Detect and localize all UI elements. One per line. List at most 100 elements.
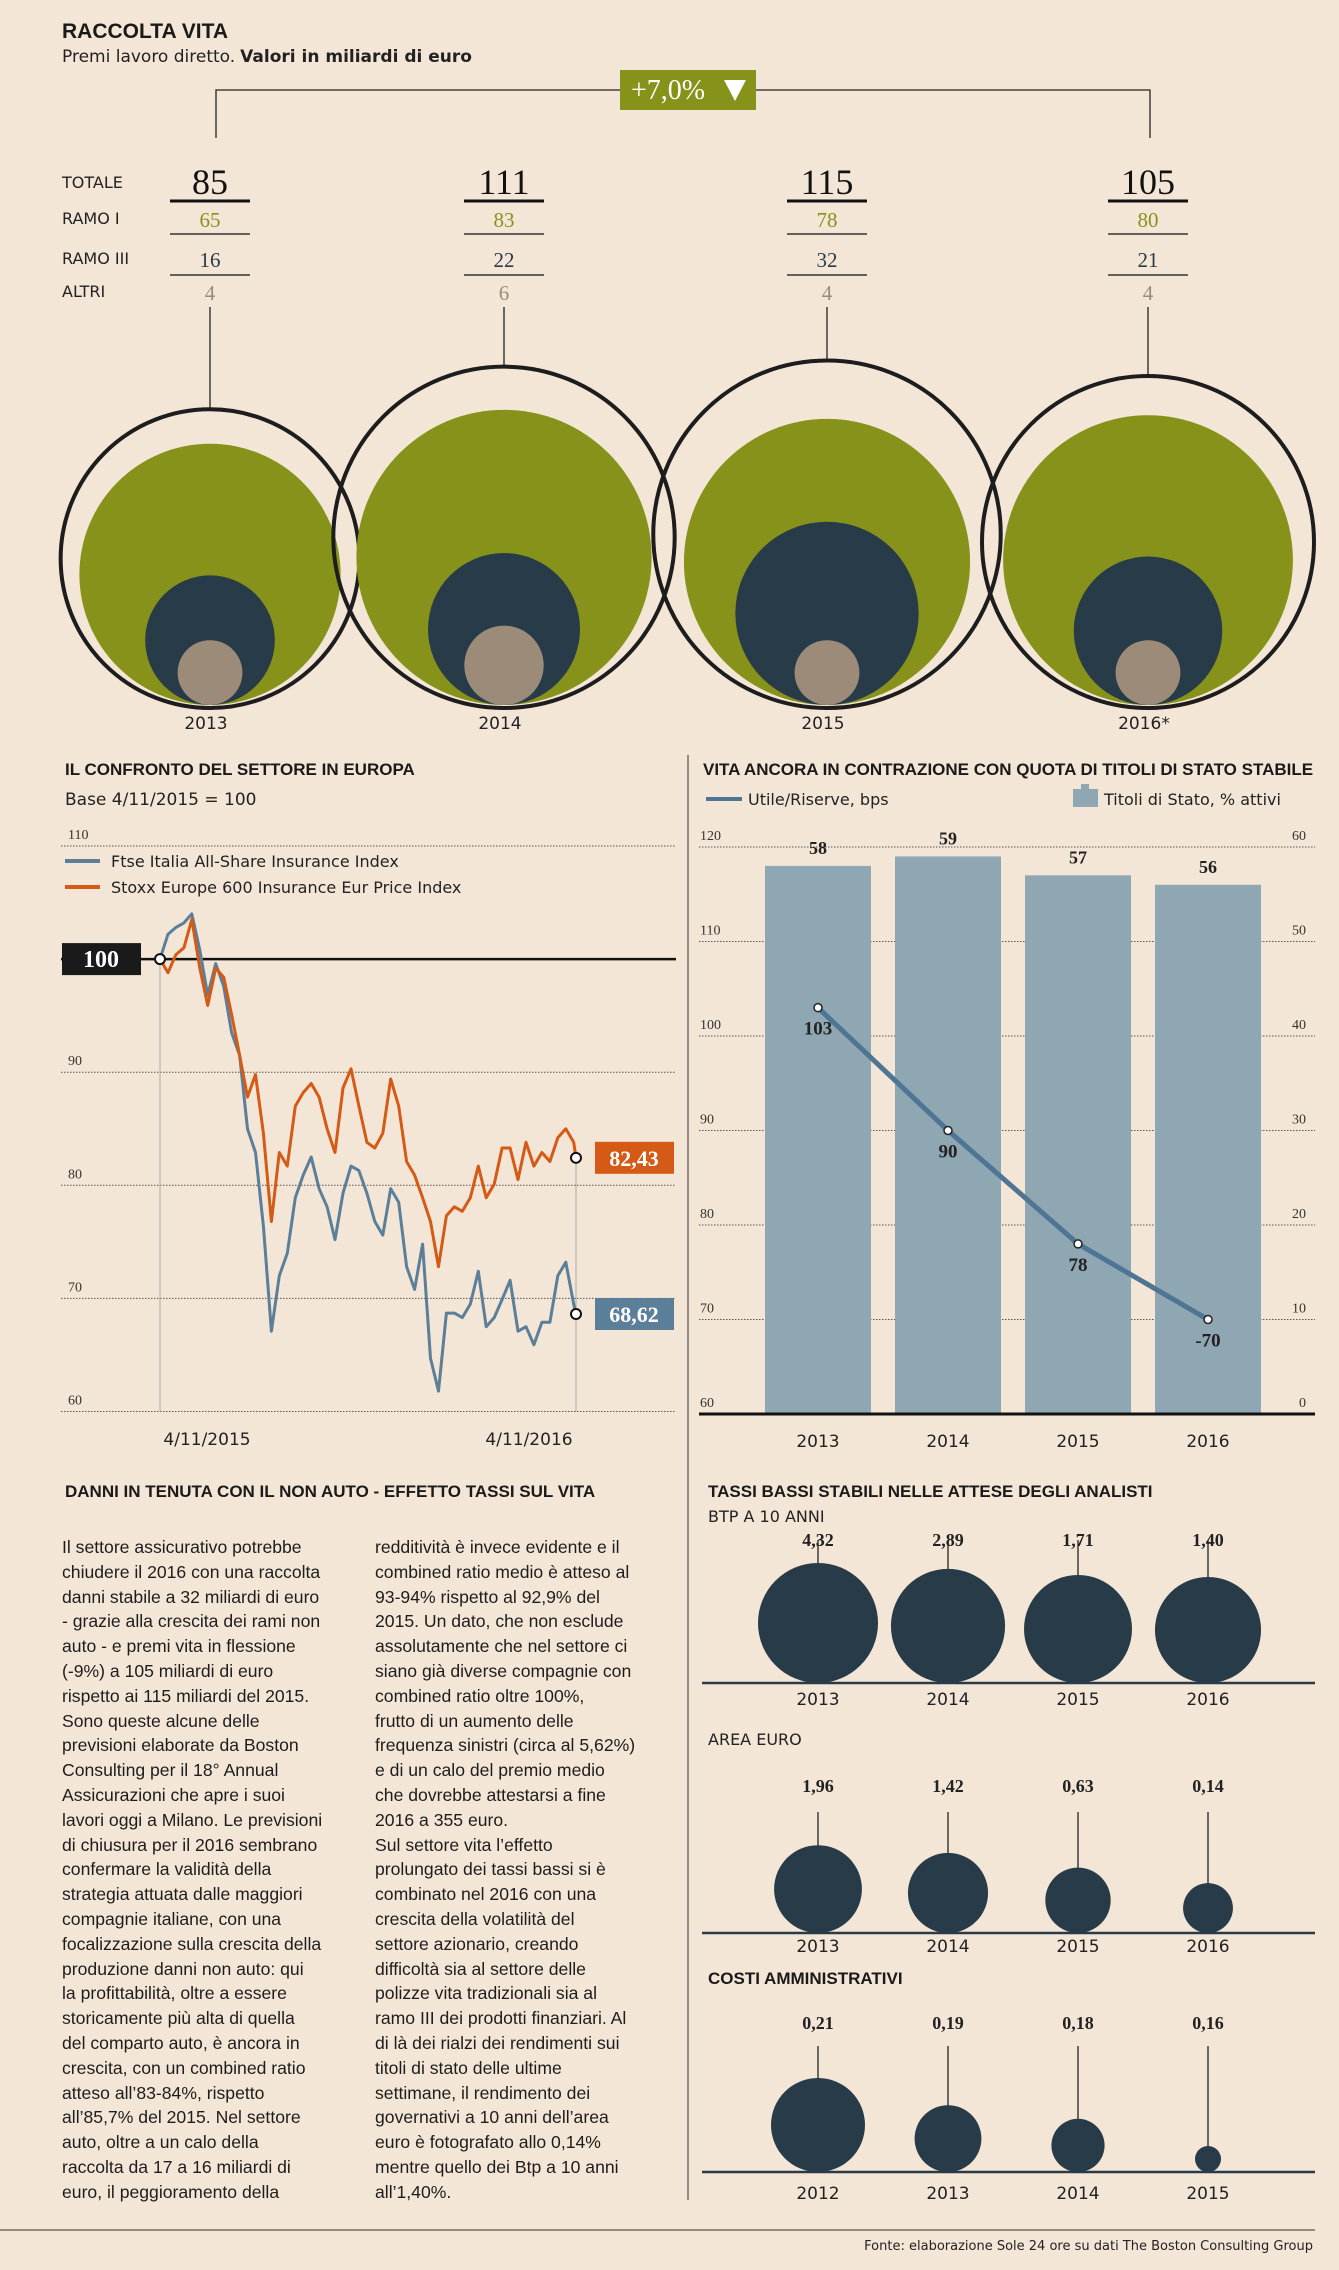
line-point-marker: [813, 1002, 823, 1013]
x-category-label: 2015: [1056, 1690, 1099, 1710]
change-badge-label: +7,0%: [631, 75, 705, 106]
x-category-label: 2013: [926, 2184, 969, 2204]
europe-chart-subtitle: Base 4/11/2015 = 100: [65, 790, 256, 810]
base-100-label: 100: [83, 947, 119, 973]
bubble: [1154, 1576, 1262, 1683]
bubble-value-label: 1,71: [1062, 1530, 1094, 1550]
bubble: [914, 2105, 982, 2173]
altri-value: 4: [822, 281, 833, 305]
ramo3-value: 22: [494, 248, 515, 272]
x-category-label: 2014: [926, 1432, 969, 1452]
raccolta-title: RACCOLTA VITA: [62, 20, 228, 43]
y-tick-label: 80: [68, 1167, 82, 1182]
bubble: [1024, 1575, 1132, 1683]
bar: [765, 865, 871, 1414]
legend-label: Utile/Riserve, bps: [748, 790, 889, 809]
bar: [1155, 884, 1261, 1414]
altri-value: 6: [499, 281, 510, 305]
x-category-label: 2014: [926, 1690, 969, 1710]
right-y-tick-label: 20: [1292, 1207, 1306, 1222]
y-tick-label: 70: [68, 1280, 82, 1295]
subtitle-plain: Premi lavoro diretto.: [62, 47, 235, 67]
year-label: 2016*: [1118, 714, 1170, 734]
bubble-value-label: 0,63: [1062, 1776, 1094, 1796]
bubble-value-label: 0,21: [802, 2013, 834, 2033]
ramo3-value: 32: [817, 248, 838, 272]
x-category-label: 2015: [1056, 1937, 1099, 1957]
altri-circle: [794, 640, 860, 705]
totale-circle: [651, 358, 1003, 710]
ramo1-value: 83: [494, 208, 515, 232]
bubble: [1183, 1883, 1233, 1933]
line-value-label: 90: [939, 1142, 958, 1163]
ftse-series-line: [158, 912, 578, 1393]
bubble: [890, 1568, 1006, 1683]
altri-value: 4: [1143, 281, 1154, 305]
right-y-tick-label: 0: [1299, 1396, 1306, 1411]
ramo3-value: 21: [1138, 248, 1159, 272]
y-tick-label: 90: [68, 1054, 82, 1069]
bubble-value-label: 0,16: [1192, 2013, 1224, 2033]
change-bracket: [215, 89, 1151, 138]
totale-circle: [979, 373, 1317, 710]
altri-circle: [177, 640, 243, 705]
subtitle-bold: Valori in miliardi di euro: [240, 47, 472, 67]
x-category-label: 2016: [1186, 1937, 1229, 1957]
bar-value-label: 59: [939, 828, 957, 848]
bubble-value-label: 4,32: [802, 1530, 834, 1550]
bar-value-label: 58: [809, 838, 827, 858]
line-value-label: -70: [1195, 1331, 1220, 1352]
bubble-value-label: 1,40: [1192, 1530, 1224, 1550]
costi-title: COSTI AMMINISTRATIVI: [708, 1969, 903, 1988]
x-category-label: 2013: [796, 1690, 839, 1710]
legend-label: Ftse Italia All-Share Insurance Index: [111, 852, 399, 871]
bubble-value-label: 0,18: [1062, 2013, 1094, 2033]
x-category-label: 2016: [1186, 1432, 1229, 1452]
left-y-tick-label: 90: [700, 1113, 714, 1128]
end-value-label: 68,62: [609, 1302, 659, 1327]
x-category-label: 2012: [796, 2184, 839, 2204]
right-y-tick-label: 10: [1292, 1302, 1306, 1317]
line-point-marker: [1203, 1314, 1213, 1325]
base-100-box: [62, 943, 141, 976]
right-y-tick-label: 40: [1292, 1018, 1306, 1033]
left-y-tick-label: 120: [700, 829, 721, 844]
y-tick-label: 110: [68, 828, 88, 843]
ramo1-value: 65: [200, 208, 221, 232]
row-label-ramo3: RAMO III: [62, 249, 129, 268]
end-value-box: [595, 1298, 674, 1331]
line-point-marker: [943, 1125, 953, 1136]
legend-bar-swatch: [1073, 789, 1098, 807]
bubble-value-label: 0,14: [1192, 1776, 1224, 1796]
ramo3-value: 16: [200, 248, 221, 272]
bubble: [1051, 2118, 1105, 2172]
stoxx-series-line: [158, 918, 578, 1269]
left-y-tick-label: 110: [700, 924, 720, 939]
altri-circle: [464, 625, 544, 705]
area-euro-subtitle: AREA EURO: [708, 1730, 802, 1749]
article-column-2: redditività è invece evidente e il combi…: [375, 1537, 636, 2202]
year-label: 2013: [184, 714, 227, 734]
btp-subtitle: BTP A 10 ANNI: [708, 1507, 825, 1526]
line-value-label: 103: [804, 1019, 833, 1040]
x-category-label: 2016: [1186, 1690, 1229, 1710]
x-tick-label: 4/11/2015: [163, 1430, 250, 1450]
end-point-marker: [570, 1308, 582, 1321]
row-label-altri: ALTRI: [62, 282, 105, 301]
ramo1-circle: [79, 443, 341, 705]
right-y-tick-label: 60: [1292, 829, 1306, 844]
ramo3-circle: [735, 521, 919, 705]
x-category-label: 2013: [796, 1937, 839, 1957]
y-tick-label: 60: [68, 1394, 82, 1409]
bubble-value-label: 1,42: [932, 1776, 964, 1796]
article-title: DANNI IN TENUTA CON IL NON AUTO - EFFETT…: [65, 1482, 595, 1501]
end-value-box: [595, 1141, 674, 1174]
tassi-title: TASSI BASSI STABILI NELLE ATTESE DEGLI A…: [708, 1482, 1153, 1501]
raccolta-columns: 85 65 16 4 2013 111 83 22 6 2014 115 78 32 4 2015 105 80…: [58, 162, 1317, 734]
row-label-ramo1: RAMO I: [62, 209, 120, 228]
bar: [1025, 875, 1131, 1414]
end-value-label: 82,43: [609, 1146, 659, 1171]
row-label-totale: TOTALE: [61, 173, 123, 192]
altri-circle: [1115, 640, 1181, 705]
